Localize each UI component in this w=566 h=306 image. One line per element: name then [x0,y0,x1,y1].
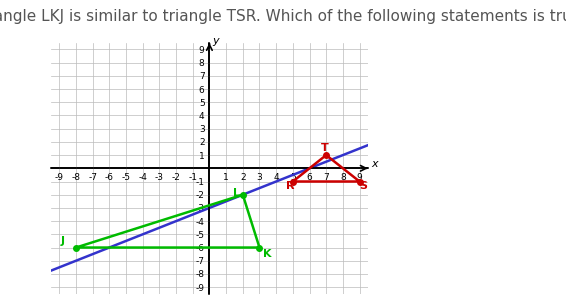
Text: x: x [371,159,378,169]
Text: S: S [359,181,367,192]
Text: Triangle LKJ is similar to triangle TSR. Which of the following statements is tr: Triangle LKJ is similar to triangle TSR.… [0,9,566,24]
Text: J: J [61,236,65,246]
Text: T: T [321,143,329,153]
Text: K: K [263,249,271,259]
Text: L: L [233,188,240,198]
Text: y: y [212,36,218,46]
Text: R: R [286,181,295,192]
